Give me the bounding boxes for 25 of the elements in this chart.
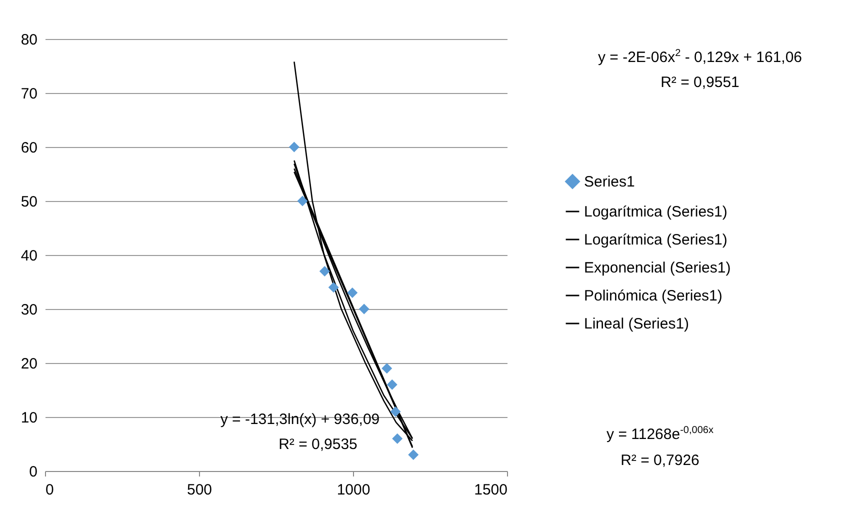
y-tick-label: 30 — [20, 302, 38, 318]
y-tick-label: 20 — [20, 356, 38, 372]
x-tick-label: 1500 — [474, 482, 508, 498]
legend-label: Exponencial (Series1) — [584, 260, 731, 276]
legend-label: Polinómica (Series1) — [584, 288, 722, 304]
y-tick-label: 70 — [20, 86, 38, 102]
x-tick-label: 1000 — [336, 482, 370, 498]
x-tick-label: 500 — [186, 482, 212, 498]
legend-label: Series1 — [584, 174, 635, 190]
annotation: y = -131,3ln(x) + 936,09 — [220, 411, 380, 428]
y-tick-label: 80 — [20, 32, 38, 48]
text: y = 11268e$^{-0,006x}$ — [606, 425, 714, 443]
text: R² = 0,7926 — [620, 452, 700, 469]
text: R² = 0,9551 — [660, 74, 740, 91]
legend-label: Logarítmica (Series1) — [584, 232, 728, 248]
y-tick-label: 50 — [20, 194, 38, 210]
x-tick-label: 0 — [46, 482, 54, 498]
y-tick-label: 0 — [29, 464, 38, 480]
legend-label: Lineal (Series1) — [584, 316, 690, 332]
annotation: R² = 0,9535 — [278, 436, 358, 453]
y-tick-label: 40 — [20, 248, 38, 264]
text: y = -2E-06x$^{2}$ - 0,129x + 161,06 — [598, 48, 802, 66]
y-tick-label: 10 — [20, 410, 38, 426]
legend-label: Logarítmica (Series1) — [584, 204, 728, 220]
y-tick-label: 60 — [20, 140, 38, 156]
